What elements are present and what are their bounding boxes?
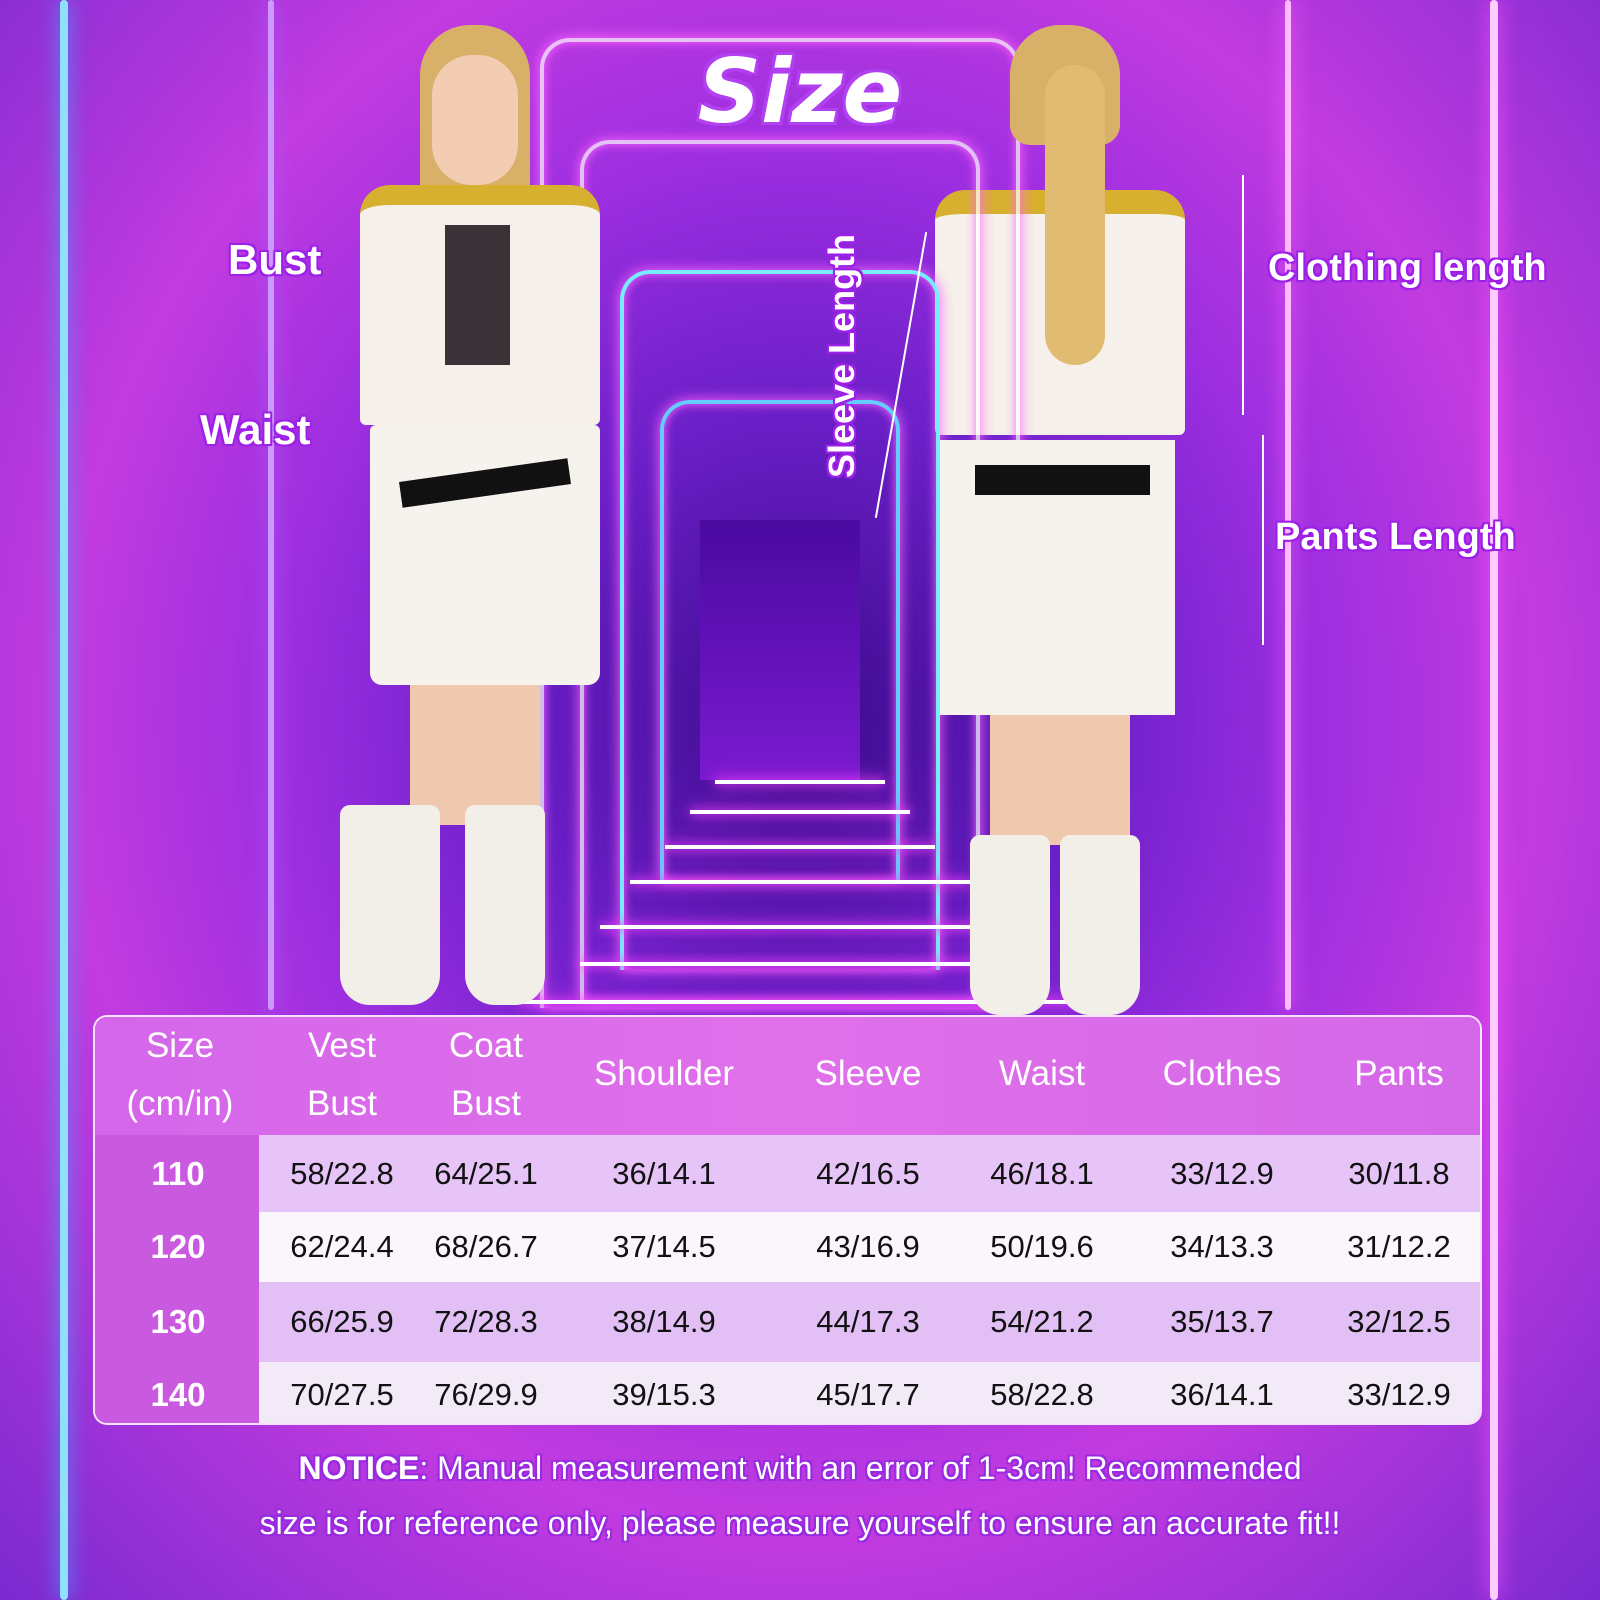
table-cell: 62/24.4 bbox=[290, 1229, 394, 1264]
table-cell: 76/29.9 bbox=[434, 1376, 538, 1412]
table-cell: 45/17.7 bbox=[816, 1376, 920, 1412]
table-cell: 58/22.8 bbox=[290, 1155, 394, 1191]
table-cell: 34/13.3 bbox=[1170, 1229, 1274, 1264]
label-waist: Waist bbox=[200, 406, 311, 453]
header-vest-bust: Vest Bust bbox=[306, 1026, 378, 1123]
notice-prefix: NOTICE bbox=[298, 1450, 420, 1486]
stair-line bbox=[520, 1000, 1080, 1004]
table-cell: 31/12.2 bbox=[1347, 1229, 1451, 1264]
neon-bar-right2 bbox=[1490, 0, 1498, 1600]
notice-line-1: NOTICE: Manual measurement with an error… bbox=[298, 1450, 1302, 1486]
table-cell: 64/25.1 bbox=[434, 1155, 538, 1191]
header-shoulder: Shoulder bbox=[593, 1054, 735, 1093]
notice-line-2: size is for reference only, please measu… bbox=[259, 1505, 1341, 1541]
model-back bbox=[935, 25, 1195, 1015]
table-cell: 39/15.3 bbox=[612, 1376, 716, 1412]
table-cell: 54/21.2 bbox=[990, 1304, 1094, 1339]
header-waist: Waist bbox=[998, 1054, 1086, 1093]
boot-right bbox=[1060, 835, 1140, 1015]
boot-left bbox=[340, 805, 440, 1005]
table-cell: 30/11.8 bbox=[1348, 1155, 1450, 1191]
neon-bar-right bbox=[1285, 0, 1291, 1010]
top bbox=[445, 225, 510, 365]
header-sleeve: Sleeve bbox=[814, 1054, 922, 1093]
table-cell: 36/14.1 bbox=[1170, 1376, 1274, 1412]
table-cell: 66/25.9 bbox=[290, 1304, 394, 1339]
tunnel-frame bbox=[660, 400, 900, 880]
label-clothing-length: Clothing length bbox=[1268, 247, 1547, 289]
legs bbox=[990, 715, 1130, 845]
legs bbox=[410, 685, 540, 825]
stair-line bbox=[580, 962, 1020, 966]
table-cell: 37/14.5 bbox=[612, 1229, 716, 1264]
belt bbox=[975, 465, 1150, 495]
neon-bar-left2 bbox=[268, 0, 274, 1010]
pants-length-arrow bbox=[1262, 435, 1264, 645]
ponytail bbox=[1045, 65, 1105, 365]
table-cell: 44/17.3 bbox=[816, 1304, 920, 1339]
table-cell: 32/12.5 bbox=[1347, 1304, 1451, 1339]
table-cell: 70/27.5 bbox=[290, 1376, 394, 1412]
size-cell: 140 bbox=[150, 1375, 206, 1413]
table-cell: 46/18.1 bbox=[990, 1155, 1094, 1191]
boot-left bbox=[970, 835, 1050, 1015]
size-cell: 110 bbox=[151, 1154, 205, 1192]
stair-line bbox=[715, 780, 885, 784]
label-pants-length: Pants Length bbox=[1275, 516, 1516, 558]
face bbox=[432, 55, 518, 185]
table-cell: 43/16.9 bbox=[816, 1229, 920, 1264]
table-cell: 38/14.9 bbox=[612, 1304, 716, 1339]
table-cell: 68/26.7 bbox=[434, 1229, 538, 1264]
stair-line bbox=[665, 845, 935, 849]
table-row bbox=[259, 1135, 1480, 1212]
table-cell: 33/12.9 bbox=[1170, 1155, 1274, 1191]
header-clothes: Clothes bbox=[1162, 1054, 1282, 1093]
size-table: Size (cm/in) Vest Bust Coat Bust Shoulder S… bbox=[93, 1015, 1482, 1425]
table-cell: 50/19.6 bbox=[990, 1229, 1094, 1264]
table-cell: 33/12.9 bbox=[1347, 1376, 1451, 1412]
header-coat-bust: Coat Bust bbox=[449, 1026, 523, 1123]
table-header: Size (cm/in) Vest Bust Coat Bust Shoulder S… bbox=[95, 1017, 1480, 1135]
size-column bbox=[95, 1135, 259, 1423]
size-cell: 120 bbox=[150, 1228, 206, 1265]
model-front bbox=[340, 25, 610, 1025]
page-title: Size bbox=[697, 40, 903, 143]
tunnel-frame bbox=[620, 270, 940, 970]
table-cell: 35/13.7 bbox=[1170, 1304, 1274, 1339]
size-cell: 130 bbox=[150, 1303, 206, 1340]
neon-bar-left bbox=[60, 0, 68, 1600]
header-pants: Pants bbox=[1354, 1054, 1444, 1093]
stair-line bbox=[630, 880, 970, 884]
boot-right bbox=[465, 805, 545, 1005]
header-size: Size (cm/in) bbox=[126, 1026, 234, 1123]
table-cell: 58/22.8 bbox=[990, 1376, 1094, 1412]
table-row bbox=[259, 1212, 1480, 1282]
table-cell: 42/16.5 bbox=[816, 1155, 920, 1191]
stair-line bbox=[600, 925, 1000, 929]
table-row bbox=[259, 1282, 1480, 1362]
table-row bbox=[259, 1362, 1480, 1423]
label-sleeve-length: Sleeve Length bbox=[821, 233, 863, 479]
table-cell: 72/28.3 bbox=[434, 1304, 538, 1339]
table-cell: 36/14.1 bbox=[612, 1155, 716, 1191]
tunnel-end bbox=[700, 520, 860, 780]
stair-line bbox=[690, 810, 910, 814]
label-bust: Bust bbox=[228, 236, 322, 283]
clothing-length-arrow bbox=[1242, 175, 1244, 415]
